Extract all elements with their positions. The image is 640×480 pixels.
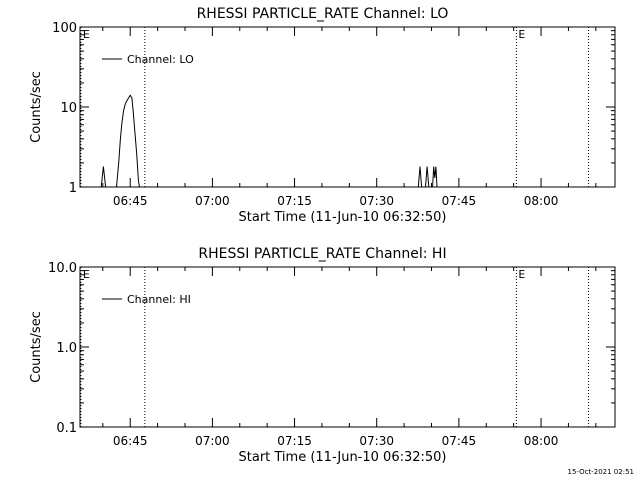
x-tick-label: 07:00	[195, 434, 230, 448]
chart-title: RHESSI PARTICLE_RATE Channel: LO	[197, 6, 449, 22]
legend-label: Channel: LO	[127, 53, 194, 66]
x-tick-label: 07:00	[195, 194, 230, 208]
chart-panel-2: RHESSI PARTICLE_RATE Channel: HI 06:45 07:…	[29, 246, 616, 465]
chart-title: RHESSI PARTICLE_RATE Channel: HI	[198, 246, 446, 262]
y-axis-label: Counts/sec	[29, 71, 44, 143]
x-tick-label: 08:00	[524, 194, 559, 208]
x-tick-label: 07:15	[277, 194, 312, 208]
x-tick-label: 06:45	[113, 434, 148, 448]
y-axis-label: Counts/sec	[29, 311, 44, 383]
marker-label: E	[83, 28, 90, 41]
plot-frame	[79, 26, 616, 188]
series-line	[100, 94, 438, 188]
x-tick-label: 07:30	[359, 194, 394, 208]
y-tick-label: 1	[69, 181, 77, 196]
x-tick-label: 07:30	[359, 434, 394, 448]
y-tick-label: 1.0	[56, 341, 77, 356]
marker-label: E	[83, 268, 90, 281]
marker-label: E	[518, 28, 525, 41]
y-tick-label: 10	[60, 101, 77, 116]
x-axis-label: Start Time (11-Jun-10 06:32:50)	[239, 210, 447, 225]
footer-date: 15-Oct-2021 02:51	[568, 468, 634, 476]
x-axis-label: Start Time (11-Jun-10 06:32:50)	[239, 450, 447, 465]
y-tick-label: 100	[52, 21, 77, 36]
marker-label: E	[518, 268, 525, 281]
y-tick-label: 0.1	[56, 421, 77, 436]
x-tick-label: 06:45	[113, 194, 148, 208]
x-tick-label: 08:00	[524, 434, 559, 448]
legend-label: Channel: HI	[127, 293, 191, 306]
x-tick-label: 07:45	[442, 434, 477, 448]
x-tick-label: 07:45	[442, 194, 477, 208]
plot-frame	[79, 266, 616, 428]
chart-panel-1: RHESSI PARTICLE_RATE Channel: LO 06:45 07:…	[29, 6, 616, 225]
x-tick-label: 07:15	[277, 434, 312, 448]
y-tick-label: 10.0	[48, 261, 77, 276]
